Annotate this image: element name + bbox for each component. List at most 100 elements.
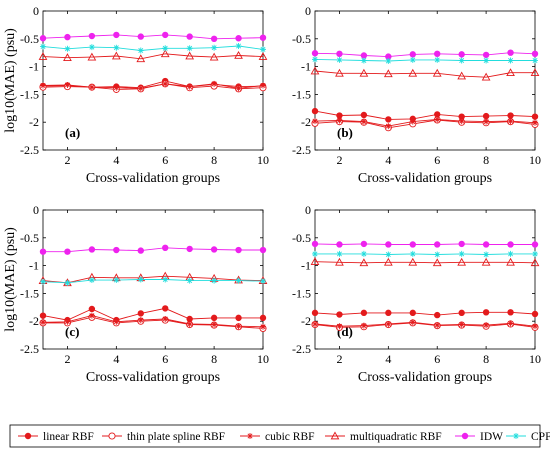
data-point xyxy=(434,116,441,123)
series-line xyxy=(314,58,535,62)
x-tick-label: 6 xyxy=(434,153,440,167)
series-multiquadratic-rbf xyxy=(310,66,540,81)
data-point xyxy=(210,314,218,322)
y-tick-label: -2.5 xyxy=(292,143,311,157)
data-point xyxy=(385,309,392,317)
x-axis-label: Cross-validation groups xyxy=(358,171,492,186)
series-cpf xyxy=(40,43,266,54)
data-point xyxy=(360,309,368,317)
data-point xyxy=(531,113,539,120)
data-point xyxy=(312,320,318,327)
data-point xyxy=(483,322,490,329)
data-point xyxy=(137,247,144,254)
legend-label: cubic RBF xyxy=(265,431,315,443)
data-point xyxy=(434,241,441,248)
data-point xyxy=(211,321,218,328)
data-point xyxy=(113,31,120,39)
data-point xyxy=(235,277,242,284)
data-point xyxy=(359,258,369,267)
data-point xyxy=(209,52,219,61)
data-point xyxy=(260,323,266,330)
data-point xyxy=(312,56,318,63)
data-point xyxy=(88,277,95,284)
data-point xyxy=(385,251,392,258)
data-point xyxy=(186,83,193,90)
series-line xyxy=(314,321,536,327)
legend-item: linear RBF xyxy=(18,431,94,443)
series-line xyxy=(314,311,536,316)
data-point xyxy=(531,241,539,248)
data-point xyxy=(383,257,393,266)
data-point xyxy=(235,323,242,330)
x-tick-label: 10 xyxy=(257,352,269,366)
y-tick-label: -1.5 xyxy=(20,87,39,101)
data-point xyxy=(63,53,72,62)
series-linear-rbf xyxy=(39,77,267,91)
legend-item: thin plate spline RBF xyxy=(102,431,225,443)
data-point xyxy=(88,305,96,313)
series-line xyxy=(314,52,536,58)
x-tick-label: 8 xyxy=(483,352,489,366)
data-point xyxy=(235,246,242,254)
series-line xyxy=(42,315,264,328)
data-point xyxy=(336,323,343,330)
panel-d: 0 -0.5 -1 -1.5 -2 -2.5 2 4 6 8 10 Cross-validation … xyxy=(292,203,541,385)
series-idw xyxy=(39,244,267,255)
data-point xyxy=(88,312,95,319)
series-line xyxy=(314,70,535,78)
x-tick-label: 6 xyxy=(162,153,168,167)
legend-label: multiquadratic RBF xyxy=(350,431,442,443)
data-point xyxy=(434,56,441,63)
series-multiquadratic-rbf xyxy=(310,257,540,267)
data-point xyxy=(260,46,266,53)
data-point xyxy=(186,245,193,253)
data-point xyxy=(162,45,169,52)
data-point xyxy=(259,34,267,41)
data-point xyxy=(136,54,146,63)
data-point xyxy=(87,52,97,61)
x-axis-label: Cross-validation groups xyxy=(358,370,492,385)
series-line xyxy=(314,119,536,129)
data-point xyxy=(211,80,218,87)
data-point xyxy=(235,314,242,322)
data-point xyxy=(409,250,416,257)
data-point xyxy=(234,50,243,59)
data-point xyxy=(434,322,441,329)
data-point xyxy=(458,57,465,64)
data-point xyxy=(408,68,418,77)
y-tick-label: -2.5 xyxy=(20,143,39,157)
x-tick-label: 2 xyxy=(64,352,70,366)
data-point xyxy=(336,56,343,63)
data-point xyxy=(40,43,46,50)
x-tick-label: 4 xyxy=(385,153,391,167)
data-point xyxy=(311,309,319,317)
data-point xyxy=(258,52,268,60)
legend-marker xyxy=(247,433,253,439)
data-point xyxy=(409,241,416,248)
series-line xyxy=(42,279,264,284)
series-line xyxy=(42,34,264,40)
x-tick-label: 2 xyxy=(336,352,342,366)
data-point xyxy=(507,250,514,257)
data-point xyxy=(483,118,490,125)
data-point xyxy=(310,257,320,266)
data-point xyxy=(409,319,416,326)
series-cubic-rbf xyxy=(40,312,266,330)
y-tick-label: -1.5 xyxy=(292,286,311,300)
data-point xyxy=(507,320,514,327)
data-point xyxy=(113,277,120,284)
data-point xyxy=(64,248,71,255)
data-point xyxy=(482,112,490,120)
y-tick-label: 0 xyxy=(33,4,39,18)
data-point xyxy=(113,44,120,51)
panel-c: 0 -0.5 -1 -1.5 -2 -2.5 2 4 6 8 10 Cross-validation … xyxy=(3,203,269,385)
legend-label: linear RBF xyxy=(43,431,94,443)
data-point xyxy=(336,50,343,58)
data-point xyxy=(385,116,392,123)
data-point xyxy=(482,51,490,59)
data-point xyxy=(360,240,368,248)
data-point xyxy=(507,309,514,316)
data-point xyxy=(211,277,218,284)
data-point xyxy=(458,51,465,58)
data-point xyxy=(88,32,96,40)
